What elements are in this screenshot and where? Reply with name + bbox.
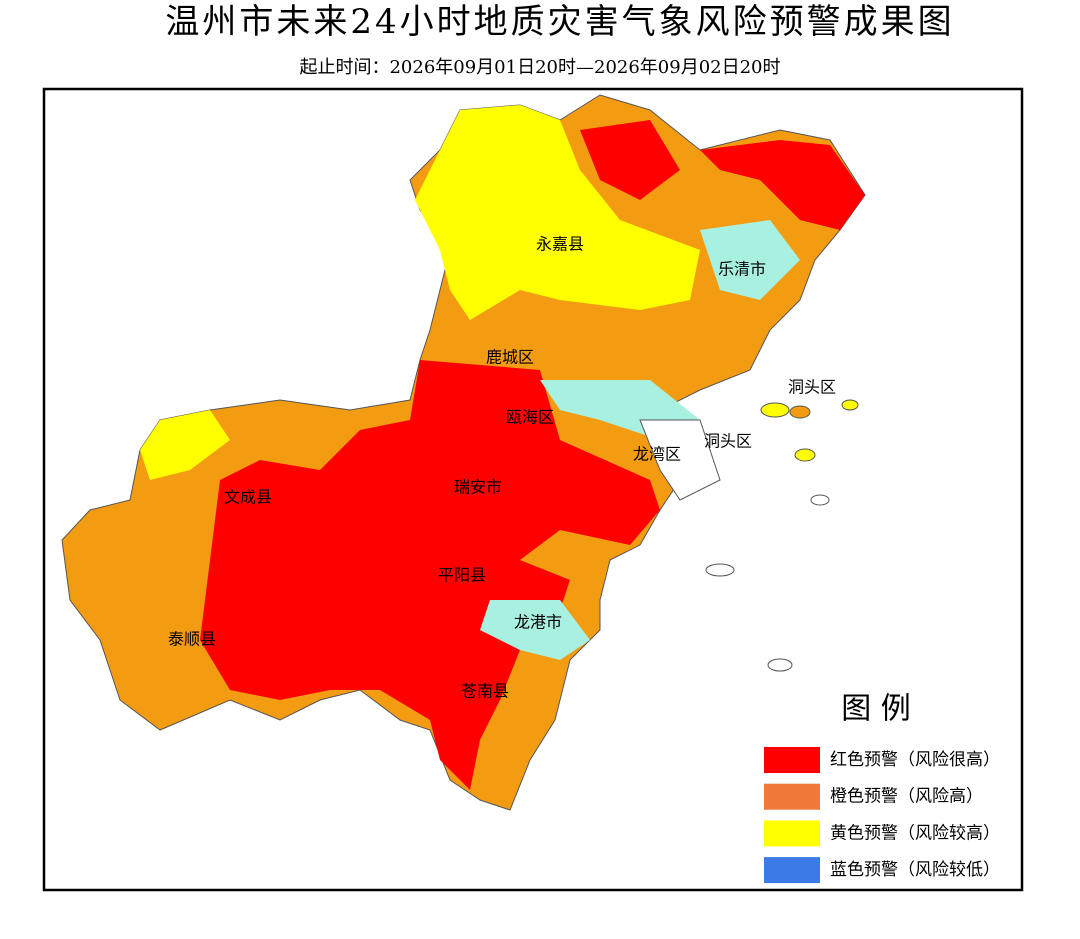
legend-swatch xyxy=(764,747,820,773)
region-label: 瑞安市 xyxy=(454,478,502,497)
legend-swatch xyxy=(764,783,820,810)
legend-title: 图 例 xyxy=(841,692,911,727)
region-label: 文成县 xyxy=(224,488,272,507)
legend-label: 黄色预警（风险较高） xyxy=(830,823,1000,843)
region-label: 平阳县 xyxy=(438,566,486,585)
region-label: 苍南县 xyxy=(461,682,509,701)
map-land xyxy=(61,94,866,811)
region-labels: 永嘉县 乐清市 鹿城区 瓯海区 洞头区 洞头区 龙湾区 瑞安市 文成县 平阳县 … xyxy=(168,235,836,701)
title: 温州市未来24小时地质灾害气象风险预警成果图 xyxy=(165,2,954,42)
region-label: 鹿城区 xyxy=(486,348,534,367)
region-label: 永嘉县 xyxy=(536,235,584,254)
subtitle: 起止时间：2026年09月01日20时—2026年09月02日20时 xyxy=(299,57,780,78)
legend-label: 红色预警（风险很高） xyxy=(830,750,1000,770)
region-label: 泰顺县 xyxy=(168,630,216,649)
region-label: 龙湾区 xyxy=(633,445,681,464)
region-label: 洞头区 xyxy=(704,432,752,451)
region-label: 洞头区 xyxy=(788,378,836,397)
region-label: 瓯海区 xyxy=(506,408,554,427)
region-label: 龙港市 xyxy=(514,613,562,632)
region-label: 乐清市 xyxy=(718,260,766,279)
legend-label: 橙色预警（风险高） xyxy=(830,787,983,807)
legend-swatch xyxy=(764,857,820,884)
legend-label: 蓝色预警（风险较低） xyxy=(830,860,1000,880)
legend-swatch xyxy=(764,820,820,847)
legend: 红色预警（风险很高） 橙色预警（风险高） 黄色预警（风险较高） 蓝色预警（风险较低） xyxy=(764,747,1000,884)
